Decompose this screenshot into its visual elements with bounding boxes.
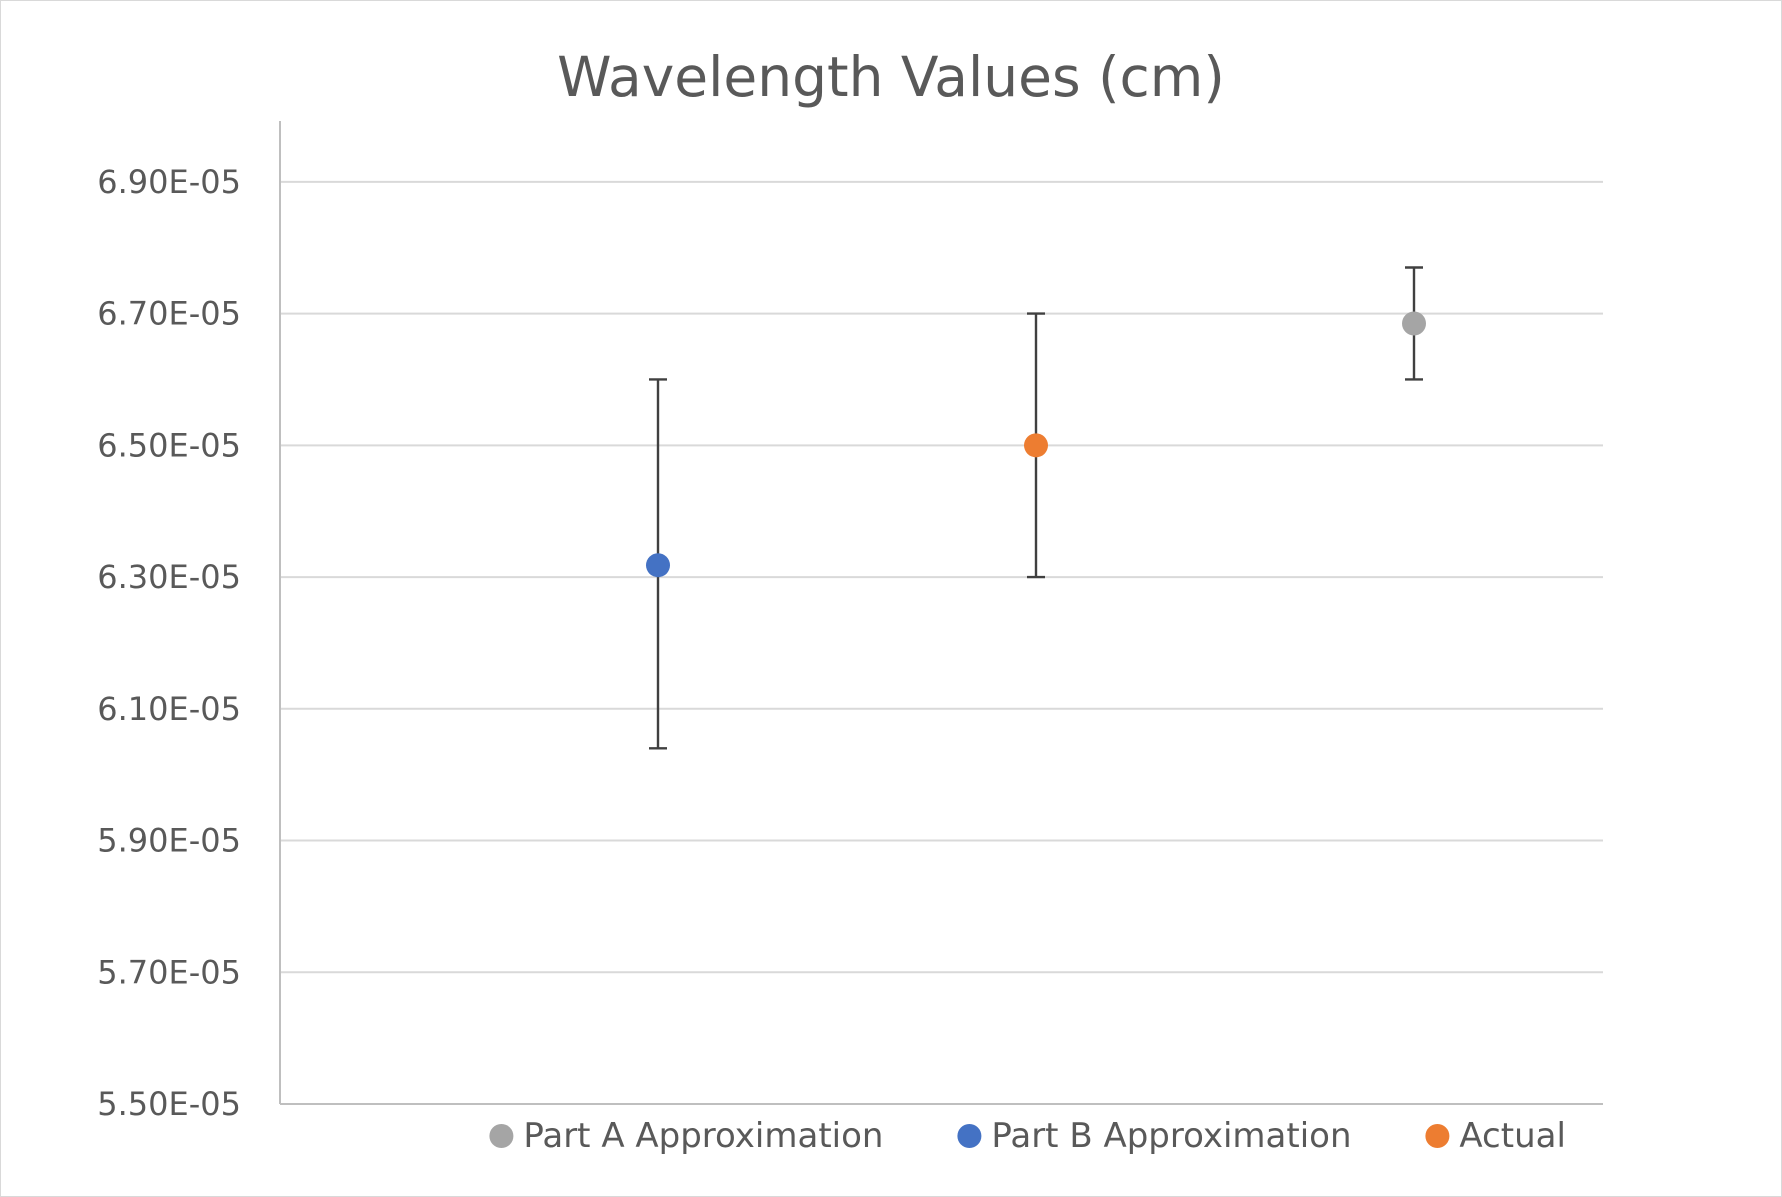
legend-label: Part A Approximation — [523, 1116, 883, 1156]
y-axis-tick-labels: 5.50E-05 5.70E-05 5.90E-05 6.10E-05 6.30E-05… — [97, 163, 241, 1123]
legend-marker — [489, 1124, 514, 1148]
data-points — [646, 311, 1426, 578]
error-bars — [649, 266, 1423, 750]
gridlines — [280, 180, 1603, 1105]
y-tick-label: 6.90E-05 — [97, 163, 241, 201]
data-point — [1402, 311, 1426, 336]
y-tick-label: 5.90E-05 — [97, 822, 241, 860]
y-tick-label: 6.10E-05 — [97, 690, 241, 728]
legend-marker — [1425, 1124, 1450, 1148]
data-point — [1024, 433, 1048, 458]
y-tick-label: 6.30E-05 — [97, 558, 241, 596]
legend-marker — [957, 1124, 982, 1148]
y-tick-label: 6.50E-05 — [97, 426, 241, 464]
legend-label: Part B Approximation — [991, 1116, 1351, 1156]
y-tick-label: 5.50E-05 — [97, 1085, 241, 1123]
y-tick-label: 6.70E-05 — [97, 295, 241, 333]
legend-label: Actual — [1459, 1116, 1566, 1156]
y-tick-label: 5.70E-05 — [97, 953, 241, 991]
data-point — [646, 553, 670, 578]
chart-title: Wavelength Values (cm) — [557, 45, 1225, 109]
legend: Part A Approximation Part B Approximation… — [489, 1116, 1566, 1156]
